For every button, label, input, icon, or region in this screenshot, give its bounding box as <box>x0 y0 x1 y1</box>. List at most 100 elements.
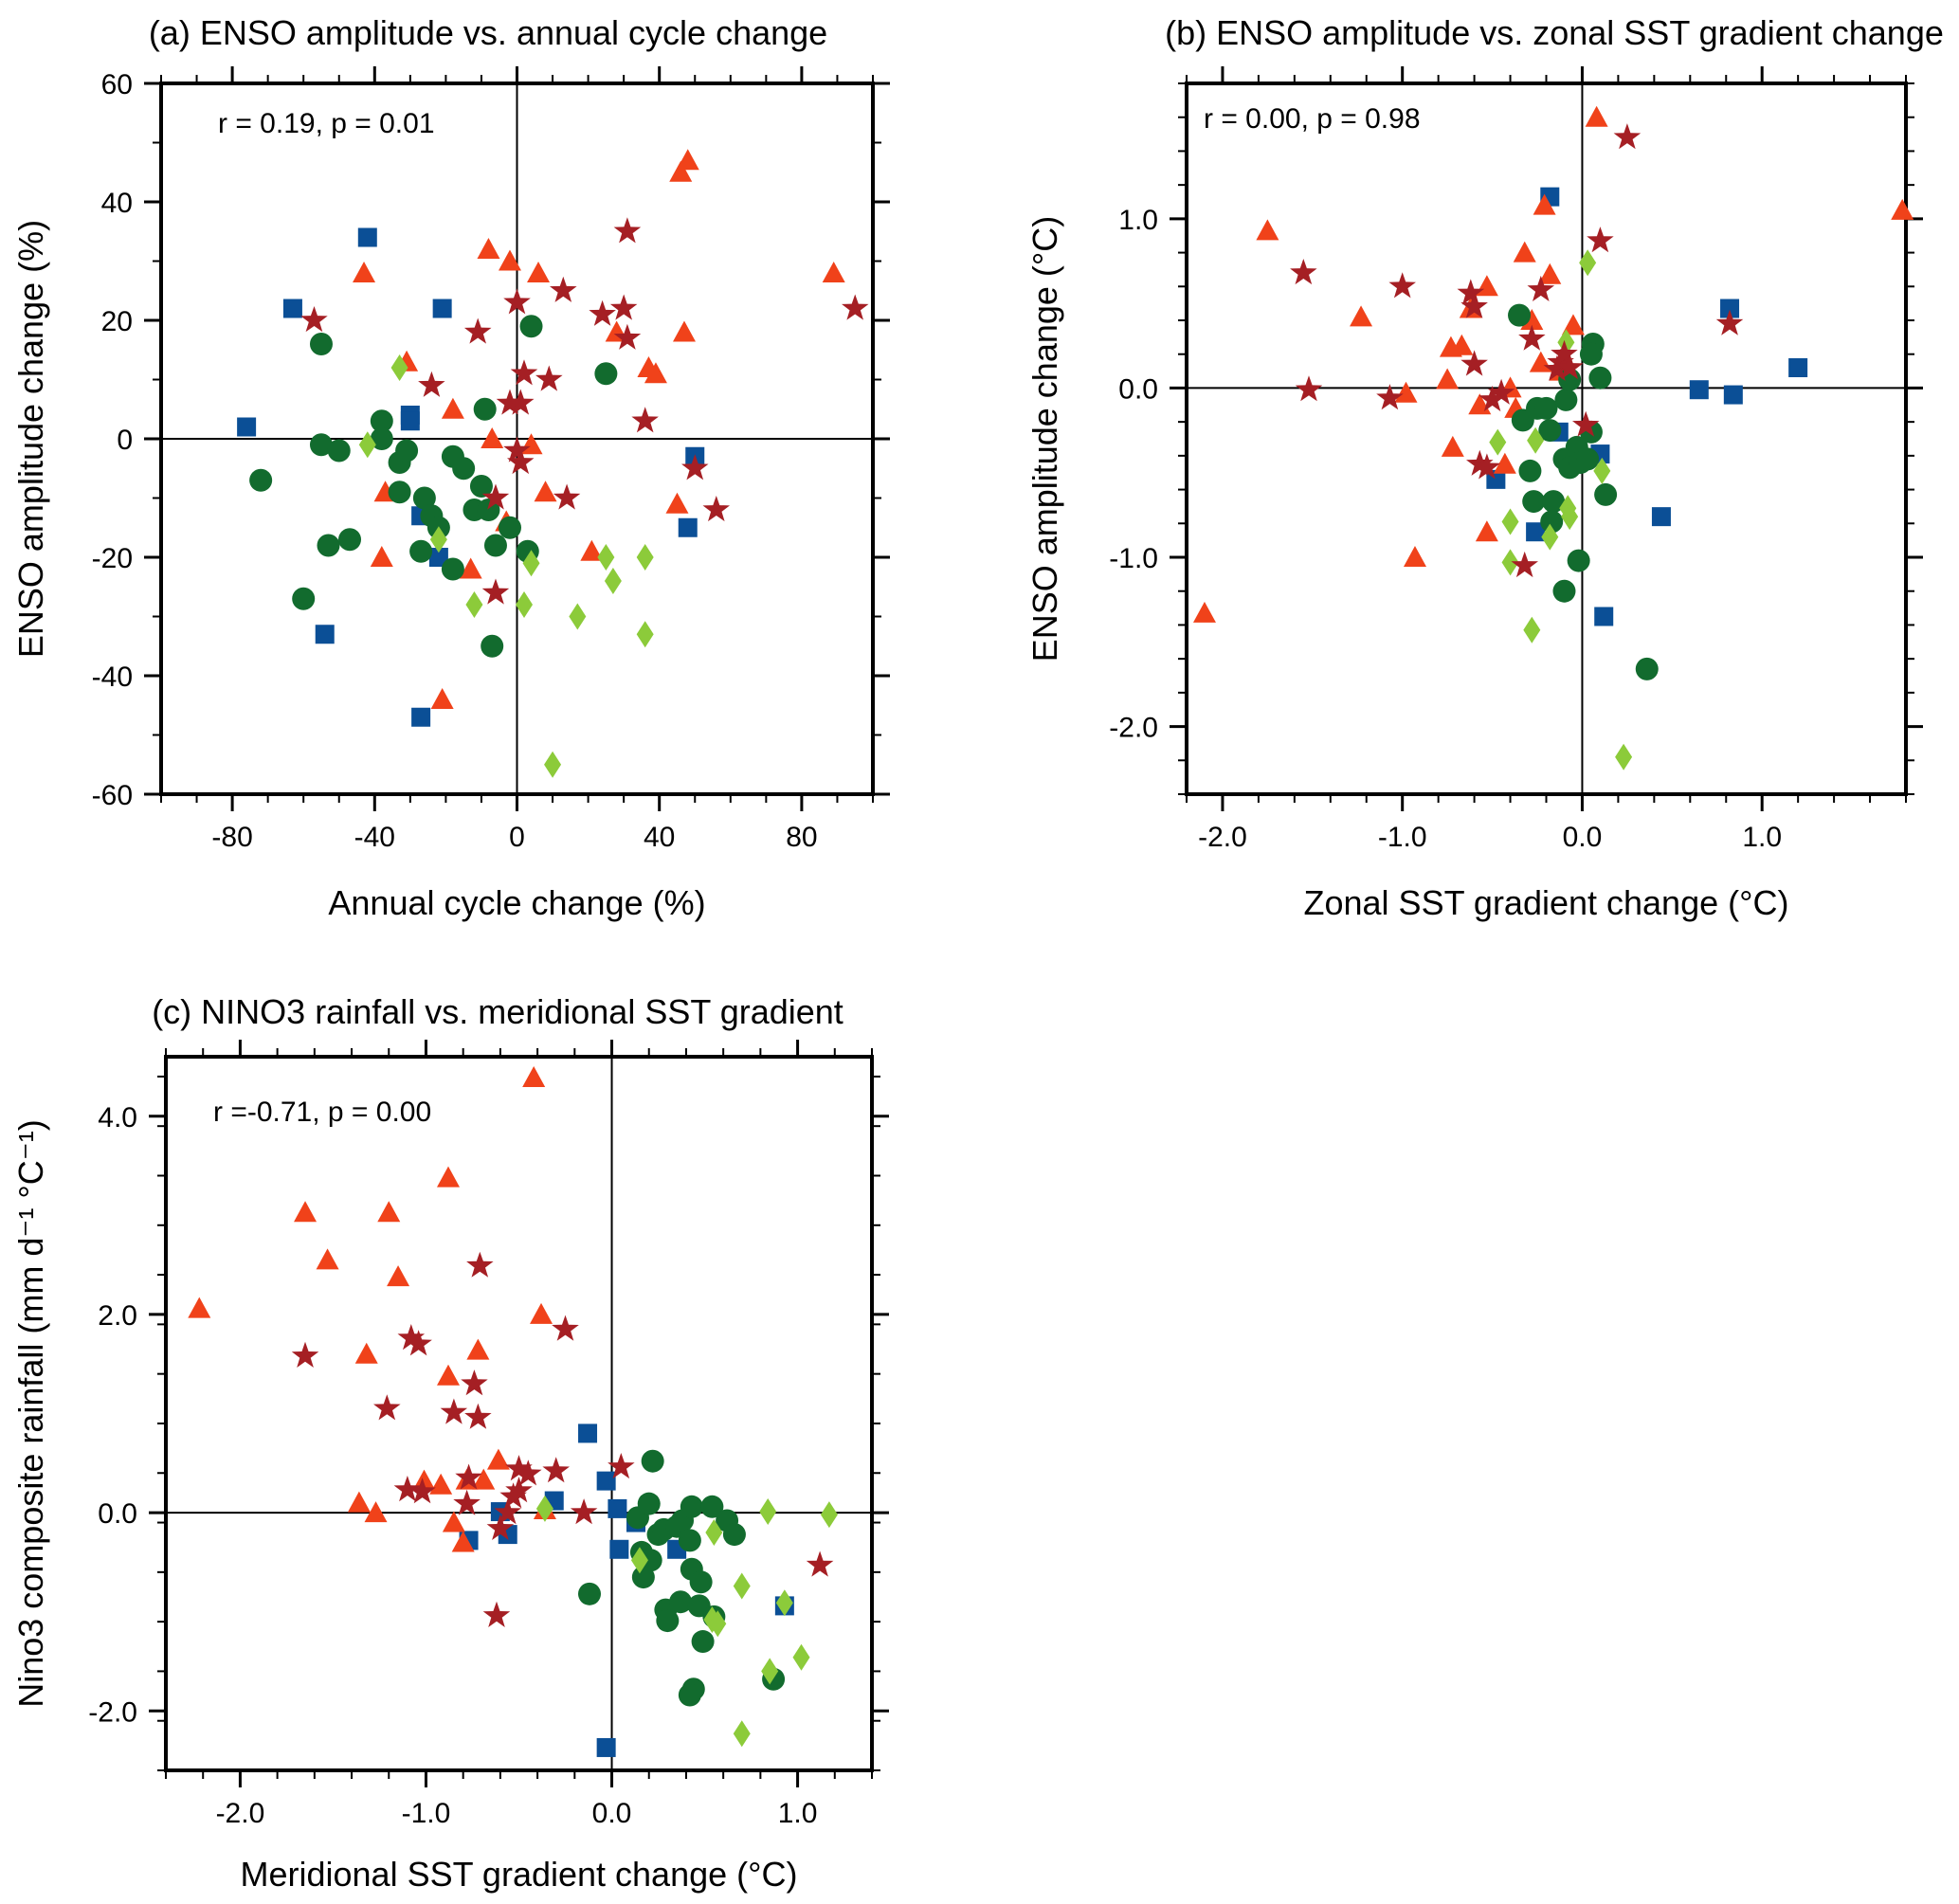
circle-marker <box>678 1683 701 1707</box>
star-marker <box>1487 378 1515 405</box>
chart-title: (b) ENSO amplitude vs. zonal SST gradien… <box>1165 13 1944 52</box>
triangle-marker <box>353 262 376 282</box>
star-marker <box>418 371 445 397</box>
circle-marker <box>1576 447 1600 471</box>
square-marker <box>428 548 448 567</box>
star-marker <box>408 1478 436 1504</box>
star-marker <box>481 578 510 605</box>
circle-marker <box>483 534 507 557</box>
diamond-marker <box>390 354 408 381</box>
circle-marker <box>370 427 393 450</box>
diamond-marker <box>1489 428 1507 456</box>
circle-marker <box>1538 419 1562 443</box>
circle-marker <box>691 1630 715 1654</box>
triangle-marker <box>364 1501 388 1523</box>
circle-marker <box>1508 303 1532 327</box>
triangle-marker <box>451 1531 475 1552</box>
x-tick-label: -2.0 <box>1198 822 1247 853</box>
star-marker <box>496 389 524 415</box>
triangle-marker <box>822 262 845 282</box>
star-marker <box>702 496 730 522</box>
diamond-marker <box>1541 523 1559 551</box>
circle-marker <box>700 1495 724 1518</box>
triangle-marker <box>1256 219 1279 241</box>
circle-marker <box>452 457 476 481</box>
triangle-marker <box>1561 314 1585 335</box>
star-marker <box>1295 375 1323 402</box>
circle-marker <box>678 1529 701 1552</box>
diamond-marker <box>1615 743 1633 771</box>
diamond-marker <box>733 1720 751 1748</box>
circle-marker <box>594 362 618 386</box>
square-marker <box>1526 522 1546 542</box>
circle-marker <box>689 1570 713 1594</box>
star-marker <box>291 1341 319 1368</box>
triangle-marker <box>580 539 604 561</box>
star-marker <box>440 1398 468 1424</box>
square-marker <box>400 411 420 431</box>
triangle-marker <box>1520 309 1544 330</box>
y-tick-label: -2.0 <box>88 1696 137 1728</box>
star-marker <box>510 359 538 386</box>
square-marker <box>1689 380 1709 400</box>
star-marker <box>461 1369 488 1396</box>
triangle-marker <box>188 1297 211 1318</box>
diamond-marker <box>761 1658 779 1685</box>
x-tick-label: -1.0 <box>1378 822 1427 853</box>
diamond-marker <box>636 544 654 571</box>
triangle-marker <box>441 397 464 419</box>
square-marker <box>282 299 302 318</box>
diamond-marker <box>759 1498 777 1526</box>
circle-marker <box>1540 510 1564 534</box>
star-marker <box>1376 384 1404 410</box>
triangle-marker <box>1436 368 1460 390</box>
circle-marker <box>639 1549 662 1572</box>
y-tick-label: 0.0 <box>1118 373 1158 405</box>
circle-marker <box>309 333 333 355</box>
panel-a: (a) ENSO amplitude vs. annual cycle chan… <box>11 13 890 922</box>
circle-marker <box>669 1590 693 1614</box>
star-marker <box>1587 227 1614 253</box>
triangle-marker <box>1403 546 1426 567</box>
triangle-marker <box>1493 452 1516 474</box>
triangle-marker <box>530 1302 553 1324</box>
circle-marker <box>409 539 433 563</box>
star-marker <box>503 436 531 462</box>
square-marker <box>432 299 452 318</box>
star-marker <box>542 1457 570 1483</box>
square-marker <box>1788 358 1808 377</box>
star-marker <box>1555 354 1584 380</box>
y-tick-label: 0 <box>117 425 133 456</box>
circle-marker <box>370 409 393 433</box>
star-marker <box>1478 385 1506 412</box>
x-tick-label: -1.0 <box>402 1798 451 1829</box>
star-marker <box>1388 272 1416 299</box>
diamond-marker <box>1527 426 1545 454</box>
panel-b: (b) ENSO amplitude vs. zonal SST gradien… <box>1025 13 1944 922</box>
star-marker <box>613 217 642 244</box>
diamond-marker <box>1561 503 1579 531</box>
diamond-marker <box>709 1610 727 1638</box>
circle-marker <box>1594 482 1618 506</box>
circle-marker <box>722 1523 746 1547</box>
star-marker <box>300 306 328 333</box>
triangle-marker <box>354 1342 378 1364</box>
circle-marker <box>656 1609 680 1633</box>
diamond-marker <box>820 1501 838 1529</box>
x-tick-label: 1.0 <box>778 1798 818 1829</box>
star-marker <box>1473 453 1501 480</box>
x-axis-label: Meridional SST gradient change (°C) <box>240 1855 797 1894</box>
star-marker <box>486 1514 515 1540</box>
square-marker <box>411 707 431 727</box>
circle-marker <box>249 468 273 492</box>
star-marker <box>589 299 616 326</box>
diamond-marker <box>597 544 615 571</box>
star-marker <box>553 483 581 510</box>
triangle-marker <box>522 1065 546 1087</box>
circle-marker <box>441 557 464 581</box>
diamond-marker <box>630 1547 648 1574</box>
circle-marker <box>680 1495 703 1518</box>
y-tick-label: 4.0 <box>98 1102 137 1133</box>
y-tick-label: 1.0 <box>1118 205 1158 236</box>
triangle-marker <box>477 238 500 259</box>
